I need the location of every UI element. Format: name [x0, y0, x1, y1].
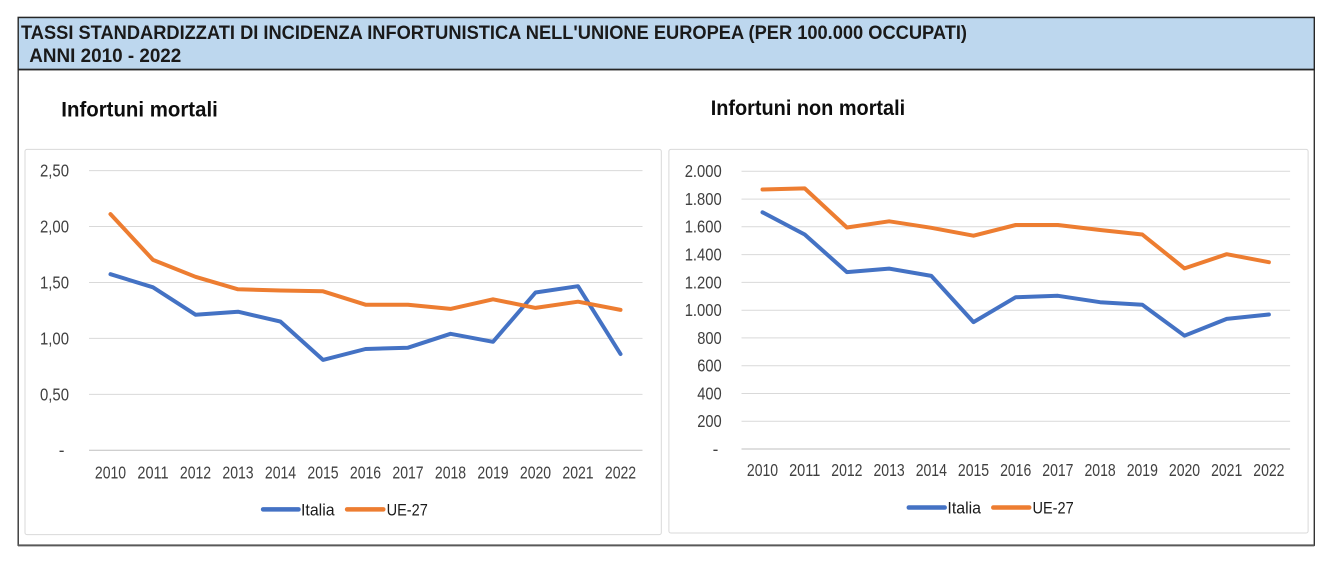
- svg-text:2021: 2021: [562, 462, 593, 482]
- svg-text:2021: 2021: [1211, 460, 1242, 480]
- svg-text:0,50: 0,50: [40, 384, 69, 404]
- svg-text:2022: 2022: [605, 462, 636, 482]
- svg-text:Italia: Italia: [301, 500, 335, 519]
- svg-text:1.800: 1.800: [685, 189, 722, 209]
- svg-text:Infortuni mortali: Infortuni mortali: [61, 98, 218, 121]
- svg-text:200: 200: [697, 411, 722, 431]
- svg-text:Italia: Italia: [947, 498, 981, 517]
- svg-text:2022: 2022: [1253, 460, 1284, 480]
- svg-text:2016: 2016: [1000, 460, 1031, 480]
- svg-text:2011: 2011: [789, 460, 820, 480]
- svg-text:2012: 2012: [180, 462, 211, 482]
- svg-text:1,00: 1,00: [40, 328, 69, 348]
- svg-text:2,00: 2,00: [40, 216, 69, 236]
- svg-text:2014: 2014: [265, 462, 297, 482]
- svg-text:2015: 2015: [958, 460, 989, 480]
- svg-text:2019: 2019: [477, 462, 508, 482]
- svg-text:2016: 2016: [350, 462, 381, 482]
- svg-text:2020: 2020: [1169, 460, 1200, 480]
- svg-text:-: -: [59, 440, 65, 460]
- svg-text:-: -: [713, 439, 719, 459]
- svg-text:2013: 2013: [874, 460, 905, 480]
- svg-text:2017: 2017: [1042, 460, 1073, 480]
- svg-text:1.000: 1.000: [685, 300, 722, 320]
- svg-text:1.600: 1.600: [685, 217, 722, 237]
- svg-text:2010: 2010: [95, 462, 126, 482]
- svg-text:2019: 2019: [1127, 460, 1158, 480]
- svg-text:2,50: 2,50: [40, 161, 69, 181]
- svg-text:2010: 2010: [747, 460, 778, 480]
- svg-text:2020: 2020: [520, 462, 551, 482]
- svg-text:2014: 2014: [916, 460, 948, 480]
- svg-text:1,50: 1,50: [40, 272, 69, 292]
- svg-text:Infortuni non mortali: Infortuni non mortali: [711, 97, 906, 120]
- svg-text:2017: 2017: [392, 462, 423, 482]
- svg-text:2.000: 2.000: [685, 161, 722, 181]
- svg-text:1.200: 1.200: [685, 272, 722, 292]
- svg-text:600: 600: [697, 356, 722, 376]
- svg-text:800: 800: [697, 328, 722, 348]
- svg-text:2018: 2018: [435, 462, 466, 482]
- svg-text:400: 400: [697, 383, 722, 403]
- svg-text:2018: 2018: [1085, 460, 1116, 480]
- svg-text:2011: 2011: [137, 462, 168, 482]
- svg-text:1.400: 1.400: [685, 245, 722, 265]
- svg-text:2015: 2015: [307, 462, 338, 482]
- svg-text:2012: 2012: [831, 460, 862, 480]
- svg-text:UE-27: UE-27: [387, 500, 428, 519]
- svg-text:ANNI 2010 - 2022: ANNI 2010 - 2022: [29, 45, 181, 67]
- svg-text:TASSI STANDARDIZZATI DI INCIDE: TASSI STANDARDIZZATI DI INCIDENZA INFORT…: [21, 22, 967, 44]
- svg-text:UE-27: UE-27: [1033, 498, 1074, 517]
- svg-text:2013: 2013: [222, 462, 253, 482]
